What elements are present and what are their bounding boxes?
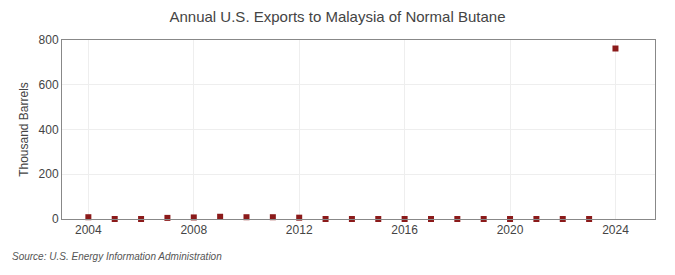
svg-text:800: 800	[39, 33, 59, 47]
svg-text:Source: U.S. Energy Informatio: Source: U.S. Energy Information Administ…	[12, 251, 222, 262]
svg-text:2004: 2004	[75, 223, 102, 237]
svg-text:2012: 2012	[286, 223, 313, 237]
svg-text:0: 0	[52, 212, 59, 226]
svg-text:600: 600	[39, 78, 59, 92]
svg-text:Thousand Barrels: Thousand Barrels	[17, 82, 31, 177]
svg-text:2008: 2008	[180, 223, 207, 237]
svg-text:2020: 2020	[497, 223, 524, 237]
svg-text:Annual U.S. Exports to Malaysi: Annual U.S. Exports to Malaysia of Norma…	[170, 8, 506, 25]
svg-text:2024: 2024	[602, 223, 629, 237]
svg-text:2016: 2016	[391, 223, 418, 237]
svg-text:400: 400	[39, 123, 59, 137]
svg-text:200: 200	[39, 167, 59, 181]
